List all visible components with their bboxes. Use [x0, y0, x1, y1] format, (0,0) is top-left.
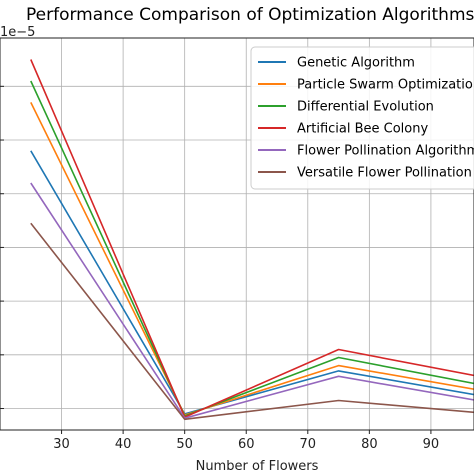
- x-tick-label: 40: [115, 437, 132, 452]
- series-line: [30, 59, 474, 418]
- series-lines: [30, 59, 474, 421]
- legend-label: Versatile Flower Pollination: [297, 166, 472, 181]
- series-line: [30, 182, 474, 420]
- legend: Genetic Algorithm Particle Swarm Optimiza…: [250, 46, 474, 190]
- chart-title: Performance Comparison of Optimization A…: [26, 5, 474, 25]
- legend-label: Flower Pollination Algorithm: [297, 144, 474, 159]
- series-line: [30, 102, 474, 416]
- legend-box: [250, 46, 474, 190]
- legend-label: Genetic Algorithm: [297, 56, 415, 71]
- series-line: [30, 80, 474, 417]
- x-tick-label: 70: [300, 437, 317, 452]
- legend-label: Differential Evolution: [297, 100, 434, 115]
- x-tick-label: 60: [238, 437, 255, 452]
- legend-label: Particle Swarm Optimization: [297, 78, 474, 93]
- x-axis-label: Number of Flowers: [196, 459, 319, 474]
- x-tick-label: 30: [53, 437, 70, 452]
- plot-frame: [0, 37, 474, 431]
- x-tick-label: 50: [176, 437, 193, 452]
- series-line: [30, 150, 474, 415]
- legend-label: Artificial Bee Colony: [297, 122, 428, 137]
- y-offset-label: 1e−5: [0, 25, 35, 40]
- x-axis-ticks: 30 40 50 60 70 80 90: [53, 430, 439, 452]
- series-line: [30, 222, 474, 421]
- x-tick-label: 90: [423, 437, 440, 452]
- x-tick-label: 80: [361, 437, 378, 452]
